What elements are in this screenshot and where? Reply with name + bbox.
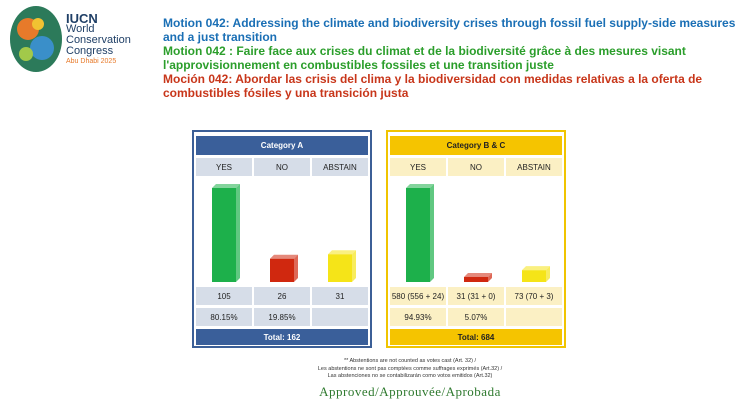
bar-area	[406, 184, 550, 282]
bar	[270, 258, 294, 282]
column-header: ABSTAIN	[312, 158, 368, 176]
value-label: 26	[254, 287, 310, 305]
note: Las abstenciones no se contabilizarán co…	[327, 373, 493, 379]
bar-side	[352, 250, 356, 282]
column-header: NO	[254, 158, 310, 176]
column-header: ABSTAIN	[506, 158, 562, 176]
bar-top	[406, 184, 434, 188]
notes: ** Abstentions are not counted as votes …	[260, 358, 560, 381]
bar	[522, 270, 546, 282]
bar-top	[522, 266, 550, 271]
percent-label	[506, 308, 562, 326]
percent-label: 5.07%	[448, 308, 504, 326]
percent-label: 80.15%	[196, 308, 252, 326]
logo-text: Congress	[66, 45, 114, 57]
note: ** Abstentions are not counted as votes …	[343, 358, 477, 364]
title-en: Motion 042: Addressing the climate and b…	[163, 16, 736, 44]
note: Les abstentions ne sont pas comptées com…	[317, 365, 503, 372]
bar-top	[270, 254, 298, 259]
panel-title: Category B & C	[390, 136, 562, 155]
percent-label: 19.85%	[254, 308, 310, 326]
bar	[328, 254, 352, 282]
title-es: Moción 042: Abordar las crisis del clima…	[163, 72, 703, 100]
bar-side	[546, 266, 550, 282]
panel: Category A YES 105 80.15% NO 26 19.85% ABSTAIN 3…	[192, 130, 372, 348]
bar-top	[328, 250, 356, 255]
value-label: 31 (31 + 0)	[448, 287, 504, 305]
bar-top	[212, 184, 240, 188]
bar-side	[236, 184, 240, 282]
title-fr: Motion 042 : Faire face aux crises du cl…	[163, 44, 686, 72]
column-header: YES	[390, 158, 446, 176]
bar	[406, 188, 430, 282]
logo-place: Abu Dhabi 2025	[66, 58, 117, 65]
value-label: 73 (70 + 3)	[506, 287, 562, 305]
column-header: NO	[448, 158, 504, 176]
bar-area	[212, 184, 356, 282]
percent-label	[312, 308, 368, 326]
result: Approved/Approuvée/Aprobada	[319, 384, 501, 399]
logo-emblem	[10, 6, 62, 72]
logo-text: World	[66, 23, 95, 35]
bar-side	[430, 184, 434, 282]
logo-brand: IUCN	[66, 11, 98, 26]
bar	[212, 188, 236, 282]
bar-side	[488, 272, 492, 282]
bar-top	[464, 272, 492, 277]
column-header: YES	[196, 158, 252, 176]
bar-side	[294, 254, 298, 282]
total: Total: 684	[390, 329, 562, 345]
panel: Category B & C YES 580 (556 + 24) 94.93% NO 3…	[386, 130, 566, 348]
value-label: 105	[196, 287, 252, 305]
panel-title: Category A	[196, 136, 368, 155]
bar	[464, 276, 488, 282]
logo-text: Conservation	[66, 34, 131, 46]
total: Total: 162	[196, 329, 368, 345]
value-label: 580 (556 + 24)	[390, 287, 446, 305]
value-label: 31	[312, 287, 368, 305]
percent-label: 94.93%	[390, 308, 446, 326]
